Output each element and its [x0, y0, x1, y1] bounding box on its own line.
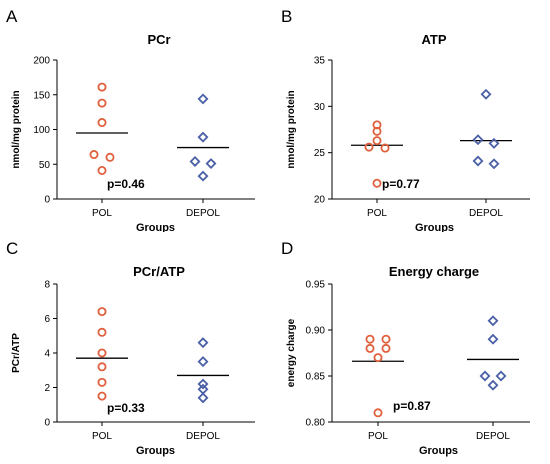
x-axis-label: Groups	[136, 222, 175, 232]
data-point-pol	[364, 142, 374, 152]
x-tick-label-pol: POL	[367, 208, 387, 219]
data-point-pol	[97, 391, 107, 401]
data-point-depol	[479, 370, 491, 382]
y-axis-label: energy charge	[286, 318, 297, 387]
data-point-depol	[487, 333, 499, 345]
chart-b: B ATP 20 25 30 35 nmol/mg protein POL DEPOL Group…	[281, 7, 530, 232]
data-point-depol	[197, 378, 209, 390]
data-point-depol	[197, 93, 209, 105]
chart-a: A PCr 0 50 100 150 200 nmol/mg protein POL DEPOL G…	[6, 7, 255, 232]
data-point-pol	[97, 166, 107, 176]
chart-d: D Energy charge 0.80 0.85 0.90 0.95 energy cha…	[281, 239, 530, 457]
y-tick-label: 0.85	[306, 372, 326, 383]
y-tick-label: 50	[39, 160, 51, 171]
y-tick-label: 150	[33, 90, 50, 101]
y-tick-label: 2	[44, 383, 50, 394]
p-value-annotation: p=0.77	[382, 177, 420, 191]
x-axis-label: Groups	[136, 445, 175, 457]
data-point-pol	[97, 118, 107, 128]
x-tick-label-pol: POL	[368, 431, 388, 442]
y-tick-label: 6	[44, 314, 50, 325]
chart-c: C PCr/ATP 0 2 4 6 8 PCr/ATP POL DEPOL Groups p=0.33	[6, 239, 255, 457]
data-point-pol	[97, 377, 107, 387]
data-point-pol	[372, 136, 382, 146]
data-point-depol	[197, 337, 209, 349]
panel-a: A PCr 0 50 100 150 200 nmol/mg protein POL DEPOL G…	[0, 0, 275, 232]
data-point-pol	[372, 126, 382, 136]
panel-letter: D	[281, 239, 293, 258]
y-tick-label: 0.95	[306, 280, 326, 291]
x-tick-label-depol: DEPOL	[186, 431, 220, 442]
y-tick-label: 4	[44, 349, 50, 360]
data-point-pol	[381, 343, 391, 353]
data-point-depol	[488, 137, 500, 149]
data-point-pol	[365, 334, 375, 344]
data-point-depol	[189, 155, 201, 167]
p-value-annotation: p=0.33	[107, 401, 145, 415]
data-point-depol	[480, 88, 492, 100]
data-point-pol	[97, 348, 107, 358]
data-point-pol	[89, 150, 99, 160]
data-point-depol	[487, 379, 499, 391]
data-point-depol	[472, 155, 484, 167]
y-axis-label: nmol/mg protein	[11, 90, 22, 168]
y-axis-label: nmol/mg protein	[286, 90, 297, 168]
y-tick-label: 100	[33, 125, 50, 136]
data-point-pol	[97, 362, 107, 372]
x-tick-label-depol: DEPOL	[469, 208, 503, 219]
data-point-depol	[205, 158, 217, 170]
y-tick-label: 0	[44, 195, 50, 206]
y-tick-label: 20	[314, 195, 326, 206]
x-axis-label: Groups	[415, 222, 454, 232]
data-point-pol	[105, 152, 115, 162]
x-tick-label-depol: DEPOL	[476, 431, 510, 442]
data-point-pol	[97, 327, 107, 337]
y-tick-label: 0.80	[306, 418, 326, 429]
x-tick-label-pol: POL	[92, 208, 112, 219]
data-point-pol	[365, 343, 375, 353]
panel-letter: B	[281, 7, 292, 26]
data-point-pol	[381, 334, 391, 344]
y-tick-label: 0.90	[306, 326, 326, 337]
y-tick-label: 35	[314, 56, 326, 67]
data-point-pol	[97, 307, 107, 317]
panel-letter: A	[6, 7, 18, 26]
chart-title: PCr/ATP	[133, 264, 185, 279]
chart-title: Energy charge	[389, 264, 479, 279]
panel-d: D Energy charge 0.80 0.85 0.90 0.95 energy cha…	[275, 232, 550, 464]
p-value-annotation: p=0.46	[107, 177, 145, 191]
x-axis-label: Groups	[419, 445, 458, 457]
data-point-depol	[487, 315, 499, 327]
data-point-depol	[488, 158, 500, 170]
data-point-pol	[97, 98, 107, 108]
y-tick-label: 200	[33, 56, 50, 67]
data-point-pol	[97, 82, 107, 92]
data-point-depol	[495, 370, 507, 382]
data-point-depol	[197, 131, 209, 143]
data-point-depol	[197, 170, 209, 182]
chart-title: PCr	[147, 32, 170, 47]
data-point-depol	[472, 134, 484, 146]
data-point-depol	[197, 392, 209, 404]
data-point-pol	[373, 353, 383, 363]
panel-b: B ATP 20 25 30 35 nmol/mg protein POL DEPOL Group…	[275, 0, 550, 232]
panel-letter: C	[6, 239, 18, 258]
p-value-annotation: p=0.87	[393, 399, 431, 413]
y-tick-label: 30	[314, 102, 326, 113]
x-tick-label-depol: DEPOL	[186, 208, 220, 219]
data-point-pol	[380, 143, 390, 153]
x-tick-label-pol: POL	[92, 431, 112, 442]
data-point-pol	[373, 408, 383, 418]
data-point-depol	[197, 356, 209, 368]
y-tick-label: 0	[44, 418, 50, 429]
y-tick-label: 8	[44, 280, 50, 291]
data-point-pol	[372, 178, 382, 188]
y-axis-label: PCr/ATP	[11, 333, 22, 373]
panel-c: C PCr/ATP 0 2 4 6 8 PCr/ATP POL DEPOL Groups p=0.33	[0, 232, 275, 464]
chart-title: ATP	[421, 32, 446, 47]
y-tick-label: 25	[314, 148, 326, 159]
